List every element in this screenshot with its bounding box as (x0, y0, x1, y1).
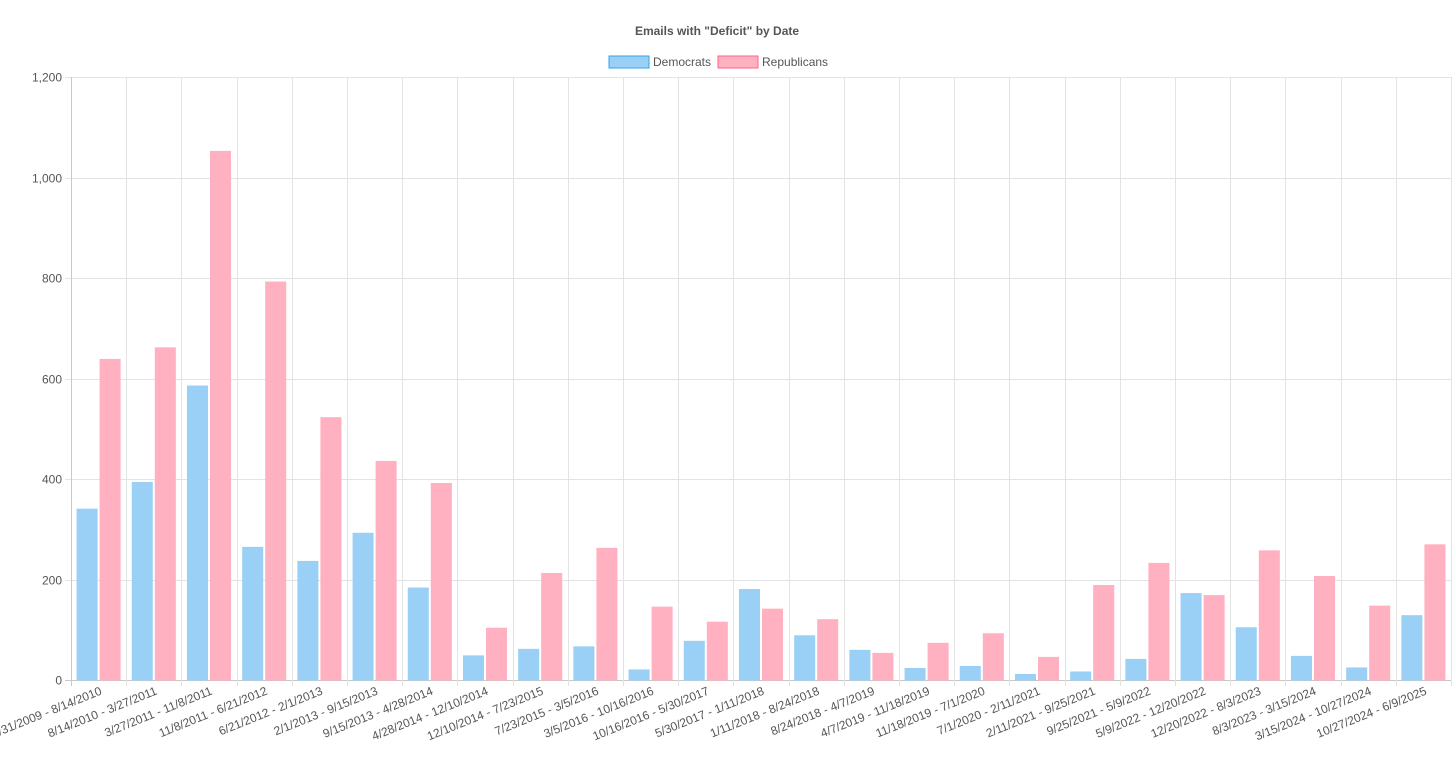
bar-democrats[interactable] (186, 385, 209, 681)
bar-democrats[interactable] (1180, 593, 1202, 681)
bar-republicans[interactable] (1258, 550, 1280, 681)
bar-republicans[interactable] (154, 347, 176, 681)
y-tick-label: 600 (42, 373, 62, 387)
bar-democrats[interactable] (1290, 655, 1312, 681)
bar-republicans[interactable] (375, 460, 397, 681)
bar-republicans[interactable] (872, 652, 894, 681)
y-tick-label: 200 (42, 574, 62, 588)
legend-item-democrats[interactable]: Democrats (608, 55, 711, 69)
bar-democrats[interactable] (1125, 658, 1147, 681)
y-tick-label: 400 (42, 473, 62, 487)
chart-title: Emails with "Deficit" by Date (635, 24, 799, 38)
bar-democrats[interactable] (959, 665, 981, 681)
bar-republicans[interactable] (1203, 595, 1225, 681)
bar-republicans[interactable] (430, 483, 452, 681)
bar-democrats[interactable] (407, 587, 429, 681)
bar-democrats[interactable] (904, 667, 926, 681)
bar-republicans[interactable] (320, 417, 342, 681)
legend-item-republicans[interactable]: Republicans (717, 55, 828, 69)
bar-republicans[interactable] (541, 572, 563, 681)
y-tick-label: 1,000 (32, 172, 62, 186)
bar-democrats[interactable] (849, 649, 871, 681)
bar-democrats[interactable] (683, 640, 705, 681)
legend-label-democrats: Democrats (653, 55, 711, 69)
grid (65, 77, 1452, 686)
y-tick-label: 0 (55, 674, 62, 688)
bar-republicans[interactable] (210, 150, 232, 681)
bar-republicans[interactable] (596, 547, 618, 681)
bar-democrats[interactable] (131, 482, 153, 681)
bar-republicans[interactable] (651, 606, 673, 681)
bar-democrats[interactable] (1346, 667, 1368, 681)
bar-republicans[interactable] (1369, 605, 1391, 681)
bar-republicans[interactable] (1148, 562, 1170, 681)
bar-republicans[interactable] (927, 642, 949, 681)
bar-republicans[interactable] (1314, 575, 1336, 681)
bar-democrats[interactable] (1070, 671, 1092, 681)
bar-democrats[interactable] (573, 646, 595, 681)
bar-democrats[interactable] (352, 532, 374, 681)
bar-republicans[interactable] (265, 281, 287, 681)
legend-label-republicans: Republicans (762, 55, 828, 69)
bar-democrats[interactable] (297, 560, 319, 681)
bar-democrats[interactable] (794, 635, 816, 681)
bar-republicans[interactable] (982, 633, 1004, 681)
legend-swatch-democrats (608, 55, 650, 69)
bar-republicans[interactable] (1093, 585, 1115, 681)
bar-democrats[interactable] (1401, 615, 1423, 681)
y-axis: 0 200 400 600 800 1,000 1,200 (32, 71, 62, 688)
bar-republicans[interactable] (706, 621, 728, 681)
bars (76, 150, 1446, 681)
bar-republicans[interactable] (817, 619, 839, 681)
y-tick-label: 1,200 (32, 71, 62, 85)
bar-republicans[interactable] (1038, 656, 1060, 681)
bar-democrats[interactable] (518, 648, 540, 681)
bar-democrats[interactable] (462, 655, 485, 681)
bar-republicans[interactable] (486, 627, 508, 681)
legend[interactable]: Democrats Republicans (608, 55, 828, 69)
bar-democrats[interactable] (1235, 627, 1257, 681)
bar-democrats[interactable] (628, 669, 650, 681)
bar-republicans[interactable] (762, 608, 784, 681)
bar-democrats[interactable] (242, 546, 264, 681)
bar-democrats[interactable] (1014, 673, 1036, 681)
bar-democrats[interactable] (738, 589, 760, 681)
legend-swatch-republicans (717, 55, 759, 69)
bar-republicans[interactable] (1424, 544, 1446, 681)
bar-democrats[interactable] (76, 508, 98, 681)
y-tick-label: 800 (42, 272, 62, 286)
bar-republicans[interactable] (99, 358, 121, 681)
